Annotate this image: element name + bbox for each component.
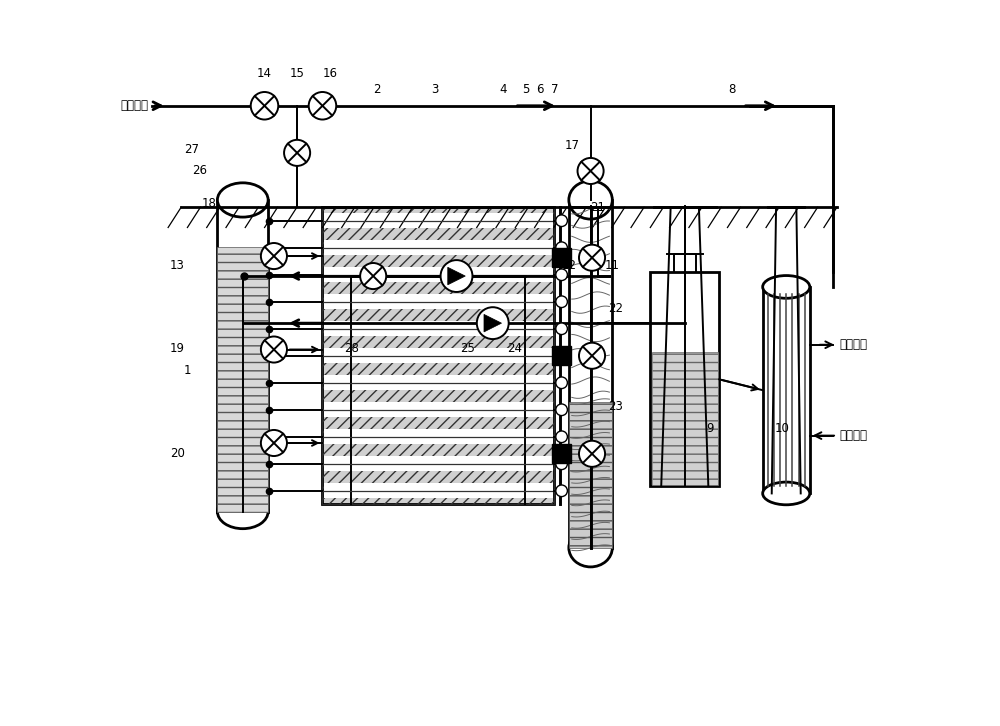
Bar [324,484,553,498]
Polygon shape [484,314,502,332]
Circle shape [556,458,567,470]
Text: 15: 15 [290,67,305,80]
Text: 17: 17 [565,139,580,152]
Circle shape [261,430,287,456]
Circle shape [556,269,567,280]
Text: 用户回水: 用户回水 [839,429,867,442]
Bar [552,248,571,267]
Ellipse shape [569,529,612,567]
Circle shape [261,243,287,269]
Text: 13: 13 [170,258,185,272]
Bar [652,352,718,485]
Text: 23: 23 [609,400,623,413]
Bar [217,247,268,512]
Text: 12: 12 [561,258,576,272]
Circle shape [309,92,336,120]
Text: 14: 14 [257,67,272,80]
Text: 28: 28 [344,342,359,355]
Text: 用户供水: 用户供水 [839,338,867,351]
Bar [324,375,553,391]
Text: 6: 6 [536,83,544,96]
Circle shape [556,404,567,415]
Circle shape [441,260,472,292]
Ellipse shape [763,276,810,298]
Circle shape [556,350,567,362]
Circle shape [579,245,605,271]
Bar [552,444,571,463]
Text: 24: 24 [507,342,522,355]
Text: 20: 20 [170,447,185,460]
Circle shape [477,307,509,339]
Circle shape [578,158,604,184]
Text: 9: 9 [706,422,714,435]
Circle shape [284,140,310,166]
Bar [324,294,553,309]
Bar [322,207,554,505]
Text: 26: 26 [192,165,207,177]
Bar [217,200,268,512]
Bar [569,401,612,548]
Text: 3: 3 [431,83,438,96]
Bar [324,267,553,282]
Text: 21: 21 [590,200,605,213]
Text: 11: 11 [605,258,620,272]
Ellipse shape [217,183,268,217]
Circle shape [251,92,278,120]
Text: 10: 10 [775,422,790,435]
Circle shape [556,485,567,497]
Text: 1: 1 [183,364,191,377]
Text: 22: 22 [608,302,623,315]
Circle shape [579,441,605,467]
Bar [324,402,553,417]
Bar [650,272,719,486]
Bar [552,346,571,365]
Text: 7: 7 [551,83,558,96]
Circle shape [556,377,567,388]
Text: 25: 25 [460,342,475,355]
Circle shape [556,431,567,443]
Circle shape [360,263,386,289]
Ellipse shape [217,494,268,529]
Circle shape [261,336,287,362]
Text: 5: 5 [522,83,529,96]
Bar [569,200,612,548]
Bar [324,321,553,336]
Ellipse shape [763,482,810,505]
Circle shape [579,343,605,369]
Text: 18: 18 [201,197,216,210]
Bar [324,240,553,256]
Bar [324,456,553,471]
Bar [322,207,554,505]
Bar [763,287,810,494]
Text: 27: 27 [185,143,200,156]
Circle shape [556,296,567,308]
Text: 16: 16 [322,67,337,80]
Circle shape [556,242,567,253]
Text: 2: 2 [373,83,381,96]
Text: 8: 8 [728,83,736,96]
Text: 蒸汽热源: 蒸汽热源 [121,99,149,113]
Bar [324,213,553,228]
Circle shape [556,215,567,227]
Bar [324,429,553,444]
Polygon shape [448,267,465,285]
Text: 19: 19 [170,342,185,355]
Text: 4: 4 [500,83,507,96]
Ellipse shape [569,181,612,219]
Circle shape [556,323,567,335]
Bar [324,348,553,363]
